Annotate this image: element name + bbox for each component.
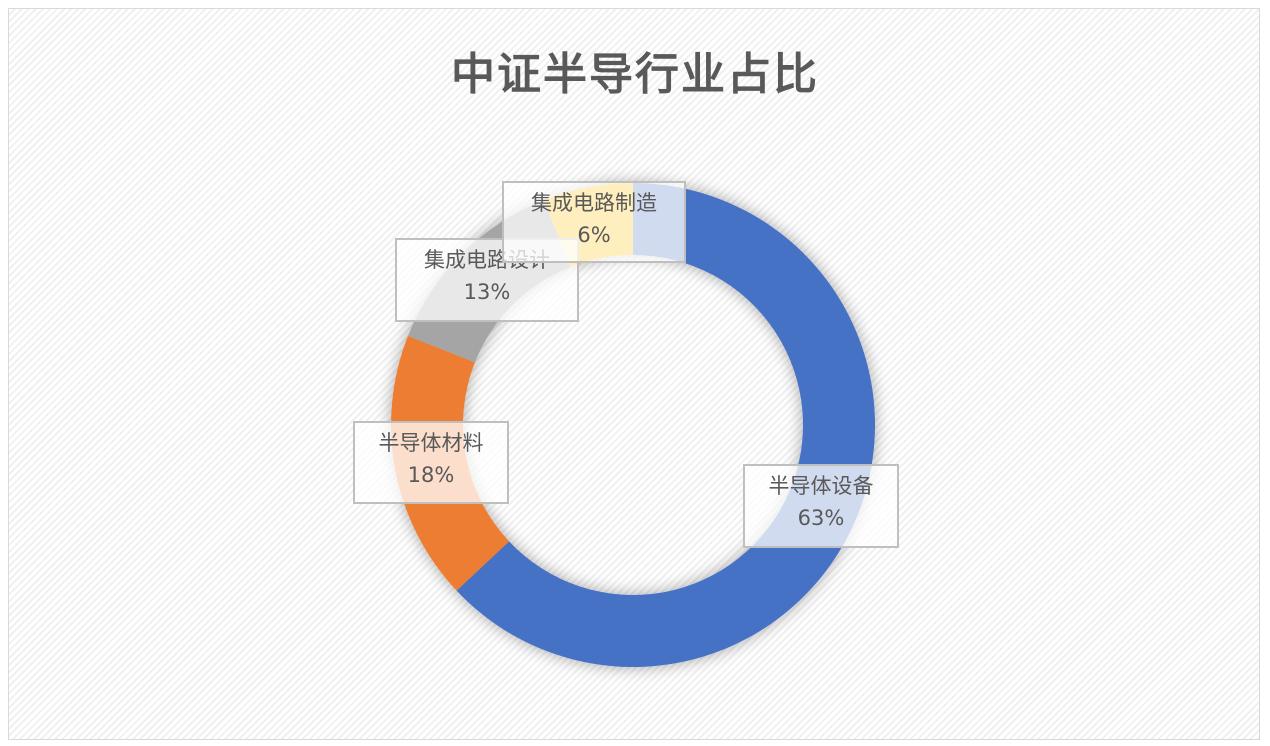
- data-label-2: 集成电路设计 13%: [395, 238, 579, 322]
- data-label-category: 半导体材料: [378, 431, 484, 455]
- data-label-percent: 6%: [577, 223, 611, 247]
- data-label-3: 集成电路制造 6%: [502, 181, 686, 263]
- data-label-category: 半导体设备: [768, 474, 874, 498]
- data-label-1: 半导体材料 18%: [353, 421, 509, 504]
- chart-title: 中证半导行业占比: [451, 49, 819, 100]
- data-label-0: 半导体设备 63%: [743, 464, 899, 548]
- data-label-percent: 63%: [797, 506, 845, 530]
- data-label-percent: 13%: [463, 280, 511, 304]
- data-label-category: 集成电路制造: [531, 191, 657, 215]
- data-label-percent: 18%: [407, 463, 455, 487]
